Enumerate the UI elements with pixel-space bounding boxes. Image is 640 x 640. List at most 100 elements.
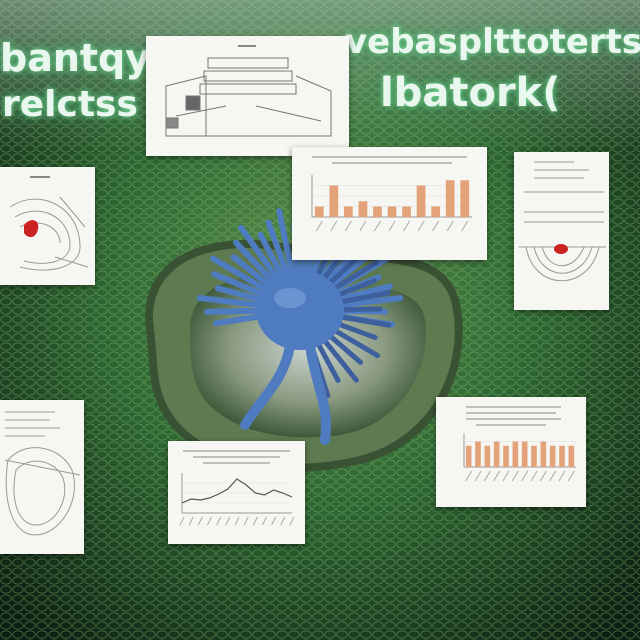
tick-label [315, 220, 323, 232]
bar [402, 206, 411, 217]
tick-label [280, 516, 286, 526]
tick-label [474, 470, 482, 482]
tick-label [243, 516, 249, 526]
creature-tentacle [333, 283, 393, 304]
headline-right-top: vebasplttoterts [345, 22, 640, 62]
bar-chart-2 [463, 406, 576, 482]
tick-label [188, 516, 194, 526]
line-chart [179, 450, 295, 526]
tick-label [359, 220, 367, 232]
tick-label [374, 220, 381, 232]
bar [568, 445, 575, 467]
bar [431, 206, 440, 217]
bar-chart-1 [311, 156, 472, 232]
creature-tentacle [213, 312, 266, 327]
bar [445, 180, 455, 217]
creature-tentacle [196, 294, 266, 309]
creature-tentacle [230, 254, 274, 290]
tick-label [225, 516, 231, 526]
tick-label [446, 220, 454, 232]
bar [329, 185, 339, 217]
creature-tentacle [331, 260, 379, 292]
creature-highlight [274, 288, 306, 308]
creature-tentacle [322, 338, 359, 383]
tick-label [289, 516, 295, 526]
creature-tentacle [334, 294, 404, 309]
tick-label [461, 220, 469, 232]
tick-label [234, 516, 240, 526]
bar [531, 445, 537, 467]
tick-label [197, 516, 203, 526]
anatomy-card-lower-left [0, 400, 84, 554]
creature-tentacle [336, 314, 392, 328]
creature-tentacle [238, 224, 281, 283]
bar [387, 206, 397, 217]
tick-label [511, 470, 519, 482]
creature-tentacle [211, 271, 268, 299]
bar [358, 201, 368, 217]
bar [503, 445, 509, 467]
tick-label [539, 470, 547, 482]
bar [512, 441, 519, 467]
bar [559, 445, 565, 467]
creature-tentacle [232, 239, 277, 286]
bar [314, 206, 324, 217]
headline-right-bottom: lbatork( [380, 70, 561, 116]
creature-tentacle [265, 219, 291, 278]
tick-label [344, 220, 352, 232]
line-chart-card [168, 441, 305, 544]
bar [521, 441, 528, 467]
tick-label [207, 516, 212, 526]
blue-creature [196, 208, 404, 445]
headline-left-top: bantqy [0, 36, 151, 80]
tick-label [483, 470, 491, 482]
tick-label [521, 470, 529, 482]
tick-label [216, 516, 222, 526]
creature-tentacle [214, 285, 267, 304]
creature-body [256, 270, 344, 350]
diagram-sketch [165, 45, 332, 137]
tick-label [179, 516, 185, 526]
tick-label [252, 516, 258, 526]
headline-left-bottom: relctss [2, 84, 138, 125]
creature-tentacle [210, 255, 271, 294]
creature-tentacle [331, 327, 381, 359]
tick-label [465, 470, 473, 482]
tick-label [432, 220, 440, 232]
anatomy-sketch-lower [4, 411, 81, 536]
bar [460, 180, 470, 217]
creature-tentacle [334, 278, 377, 298]
tick-label [530, 470, 538, 482]
tick-label [388, 220, 396, 232]
bar [344, 206, 353, 217]
tick-label [493, 470, 501, 482]
creature-tentacle [327, 333, 364, 365]
tick-label [417, 220, 425, 232]
anatomy-card-left [0, 167, 95, 285]
tick-label [262, 516, 267, 526]
tick-label [403, 220, 410, 232]
creature-tentacle [327, 253, 362, 286]
creature-tentacle [257, 231, 286, 280]
tick-label [330, 220, 338, 232]
bar [416, 185, 426, 217]
anatomy-sketch-right [519, 161, 606, 282]
creature-tentacle [316, 342, 341, 383]
tick-label [502, 470, 510, 482]
bar [484, 445, 491, 467]
bar [540, 441, 547, 467]
bar [549, 445, 556, 467]
anatomy-card-right [514, 152, 609, 310]
bar [475, 441, 481, 467]
bar-chart-card-1 [292, 147, 487, 260]
tick-label [558, 470, 566, 482]
bar [373, 206, 382, 217]
bar [465, 445, 472, 467]
bar [493, 441, 500, 467]
creature-tentacle [336, 290, 391, 305]
creature-tentacle [276, 208, 296, 276]
series-line [181, 478, 293, 504]
creature-legs [240, 340, 331, 445]
tick-label [271, 516, 277, 526]
